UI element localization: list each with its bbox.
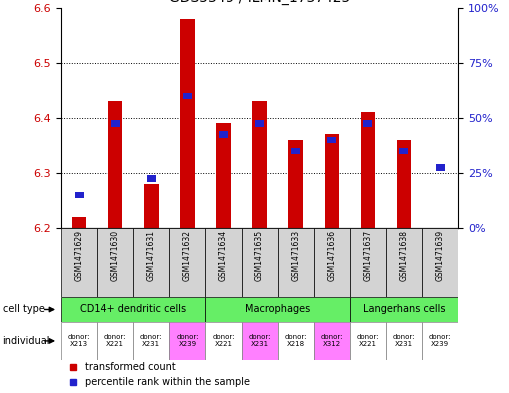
Text: GSM1471630: GSM1471630 xyxy=(111,230,120,281)
Text: Macrophages: Macrophages xyxy=(245,305,310,314)
Text: donor:
X213: donor: X213 xyxy=(68,334,91,347)
Text: GSM1471631: GSM1471631 xyxy=(147,230,156,281)
Text: percentile rank within the sample: percentile rank within the sample xyxy=(85,377,250,387)
Bar xyxy=(277,322,314,360)
Bar xyxy=(422,322,458,360)
Text: GSM1471633: GSM1471633 xyxy=(291,230,300,281)
Text: Langerhans cells: Langerhans cells xyxy=(363,305,445,314)
Bar xyxy=(147,175,156,182)
Bar xyxy=(111,120,120,127)
Bar xyxy=(72,217,87,228)
Bar xyxy=(314,322,350,360)
Text: donor:
X231: donor: X231 xyxy=(140,334,162,347)
Text: GSM1471639: GSM1471639 xyxy=(436,230,444,281)
Bar xyxy=(206,228,242,297)
Bar xyxy=(350,297,458,322)
Bar xyxy=(180,19,194,228)
Text: donor:
X312: donor: X312 xyxy=(321,334,343,347)
Text: CD14+ dendritic cells: CD14+ dendritic cells xyxy=(80,305,186,314)
Bar xyxy=(133,228,169,297)
Bar xyxy=(219,131,228,138)
Text: GSM1471634: GSM1471634 xyxy=(219,230,228,281)
Text: GSM1471638: GSM1471638 xyxy=(400,230,408,281)
Bar xyxy=(289,140,303,228)
Bar xyxy=(183,93,192,99)
Bar xyxy=(242,322,277,360)
Text: donor:
X221: donor: X221 xyxy=(357,334,379,347)
Bar xyxy=(350,228,386,297)
Bar xyxy=(386,228,422,297)
Bar xyxy=(144,184,158,228)
Text: cell type: cell type xyxy=(3,305,44,314)
Bar xyxy=(61,297,206,322)
Bar xyxy=(97,322,133,360)
Bar xyxy=(61,322,97,360)
Text: individual: individual xyxy=(3,336,50,346)
Bar xyxy=(277,228,314,297)
Bar xyxy=(436,164,444,171)
Text: GSM1471637: GSM1471637 xyxy=(363,230,373,281)
Text: transformed count: transformed count xyxy=(85,362,176,372)
Bar xyxy=(169,322,206,360)
Bar xyxy=(327,137,336,143)
Bar xyxy=(61,228,97,297)
Text: GSM1471632: GSM1471632 xyxy=(183,230,192,281)
Title: GDS5349 / ILMN_1737425: GDS5349 / ILMN_1737425 xyxy=(169,0,350,6)
Text: donor:
X239: donor: X239 xyxy=(429,334,451,347)
Bar xyxy=(242,228,277,297)
Bar xyxy=(133,322,169,360)
Bar xyxy=(314,228,350,297)
Text: GSM1471635: GSM1471635 xyxy=(255,230,264,281)
Bar xyxy=(75,192,83,198)
Bar xyxy=(350,322,386,360)
Text: GSM1471636: GSM1471636 xyxy=(327,230,336,281)
Bar xyxy=(361,112,375,228)
Bar xyxy=(397,140,411,228)
Text: donor:
X221: donor: X221 xyxy=(212,334,235,347)
Bar xyxy=(108,101,123,228)
Text: GSM1471629: GSM1471629 xyxy=(75,230,83,281)
Text: donor:
X221: donor: X221 xyxy=(104,334,126,347)
Text: donor:
X231: donor: X231 xyxy=(393,334,415,347)
Bar xyxy=(386,322,422,360)
Bar xyxy=(252,101,267,228)
Bar xyxy=(400,148,408,154)
Bar xyxy=(363,120,373,127)
Bar xyxy=(216,123,231,228)
Bar xyxy=(206,297,350,322)
Text: donor:
X239: donor: X239 xyxy=(176,334,199,347)
Bar xyxy=(291,148,300,154)
Bar xyxy=(169,228,206,297)
Bar xyxy=(255,120,264,127)
Bar xyxy=(422,228,458,297)
Bar xyxy=(206,322,242,360)
Text: donor:
X218: donor: X218 xyxy=(285,334,307,347)
Bar xyxy=(97,228,133,297)
Bar xyxy=(325,134,339,228)
Text: donor:
X231: donor: X231 xyxy=(248,334,271,347)
